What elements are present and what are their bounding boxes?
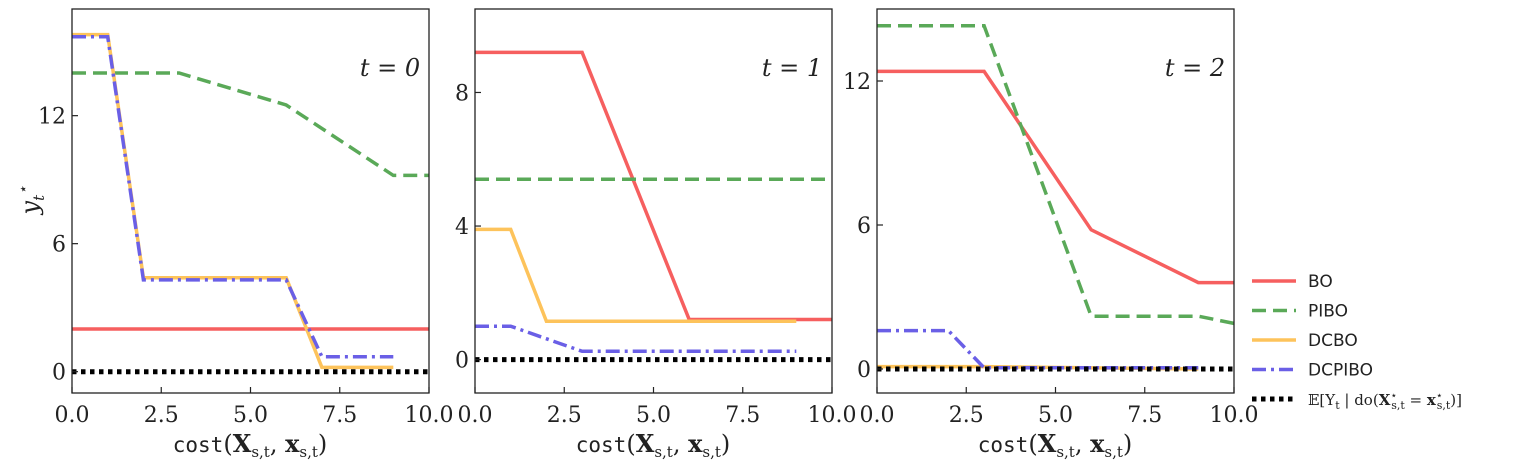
panel-t2-ticks: 0.0 2.5 5.0 7.5 10.0 0 6 12 (843, 70, 1258, 428)
ytick-label: 0 (455, 349, 469, 374)
series-pibo-t0 (72, 71, 429, 178)
xtick-label: 10.0 (808, 403, 857, 428)
ytick-label: 4 (455, 215, 469, 240)
legend-label-pibo: PIBO (1308, 302, 1348, 322)
ytick-label: 12 (38, 105, 66, 130)
xtick-label: 0.0 (860, 403, 895, 428)
panel-t1-label: t = 1 (762, 54, 822, 82)
ytick-label: 0 (857, 358, 871, 383)
panel-t1-xlabel: cost(Xs,t, xs,t) (576, 429, 731, 461)
panel-t2-label: t = 2 (1165, 54, 1225, 82)
panel-t0-lines (72, 32, 429, 375)
panel-t0: 0.0 2.5 5.0 7.5 10.0 0 6 12 t = 0 cost(Xs,t, xs… (14, 8, 453, 461)
series-dcbo-t1 (475, 227, 797, 323)
panel-t2-xlabel: cost(Xs,t, xs,t) (978, 429, 1133, 461)
legend: BO PIBO DCBO DCPIBO 𝔼[Yt | do(X⋆ s,t = x⋆ s,t)… (1252, 272, 1462, 412)
legend-label-dcbo: DCBO (1308, 331, 1358, 351)
xtick-label: 7.5 (725, 403, 760, 428)
panel-t2-lines (877, 24, 1235, 372)
series-dcbo-t0 (72, 32, 394, 370)
panel-t0-xlabel: cost(Xs,t, xs,t) (173, 429, 328, 461)
legend-label-dcpibo: DCPIBO (1308, 361, 1373, 381)
xtick-label: 7.5 (1127, 403, 1162, 428)
panel-t1-ticks: 0.0 2.5 5.0 7.5 10.0 0 4 8 (455, 81, 856, 428)
ytick-label: 8 (455, 81, 469, 106)
series-bo-t2 (877, 69, 1234, 285)
xtick-label: 10.0 (405, 403, 454, 428)
xtick-label: 2.5 (949, 403, 984, 428)
xtick-label: 7.5 (322, 403, 357, 428)
legend-label-bo: BO (1308, 272, 1333, 292)
panel-t2: 0.0 2.5 5.0 7.5 10.0 0 6 12 t = 2 cost(Xs,t, xs… (843, 8, 1258, 461)
legend-label-e-y-t-do-x-s-t-x-s-t: 𝔼[Yt | do(X⋆ s,t = x⋆ s,t)] (1308, 389, 1462, 412)
series-dcpibo-t1 (475, 324, 797, 354)
xtick-label: 5.0 (636, 403, 671, 428)
xtick-label: 0.0 (458, 403, 493, 428)
xtick-label: 2.5 (547, 403, 582, 428)
panel-t1-lines (475, 50, 832, 363)
xtick-label: 5.0 (233, 403, 268, 428)
series-dcpibo-t0 (72, 34, 394, 359)
series-pibo-t2 (877, 24, 1235, 326)
series-dcbo-t2 (877, 364, 1199, 371)
panel-t0-ticks: 0.0 2.5 5.0 7.5 10.0 0 6 12 (38, 105, 453, 428)
xtick-label: 10.0 (1210, 403, 1259, 428)
ytick-label: 6 (52, 233, 66, 258)
xtick-label: 5.0 (1038, 403, 1073, 428)
xtick-label: 2.5 (144, 403, 179, 428)
panel-t0-label: t = 0 (360, 54, 420, 82)
series-dcpibo-t2 (877, 328, 1199, 370)
ytick-label: 0 (52, 361, 66, 386)
panel-t1: 0.0 2.5 5.0 7.5 10.0 0 4 8 t = 1 cost(Xs,t, xs,… (455, 8, 856, 461)
panel-t0-ylabel: yt⋆ (14, 186, 48, 216)
xtick-label: 0.0 (55, 403, 90, 428)
ytick-label: 6 (857, 214, 871, 239)
ytick-label: 12 (843, 70, 871, 95)
